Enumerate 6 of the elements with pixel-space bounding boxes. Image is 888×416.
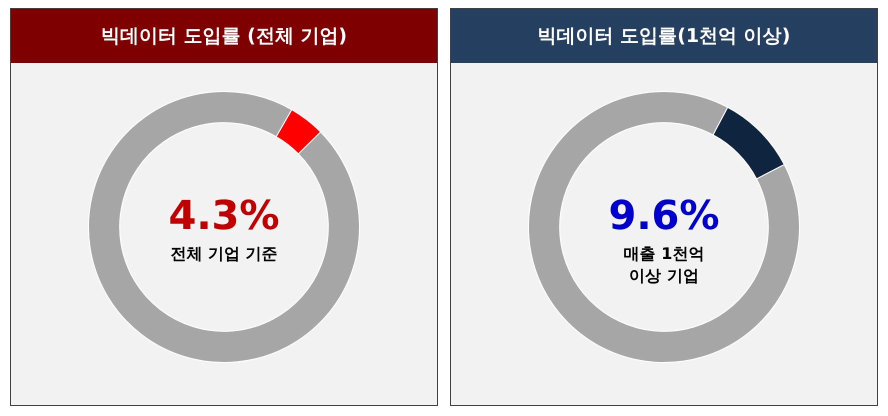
- chart-title: 빅데이터 도입률 (전체 기업): [11, 9, 437, 63]
- text: 9.6%: [608, 193, 720, 239]
- text: 매출 1천억 이상 기업: [622, 243, 706, 287]
- text: 4.3%: [168, 193, 280, 239]
- chart-title: 빅데이터 도입률(1천억 이상): [451, 9, 877, 63]
- text: 전체 기업 기준: [169, 243, 279, 265]
